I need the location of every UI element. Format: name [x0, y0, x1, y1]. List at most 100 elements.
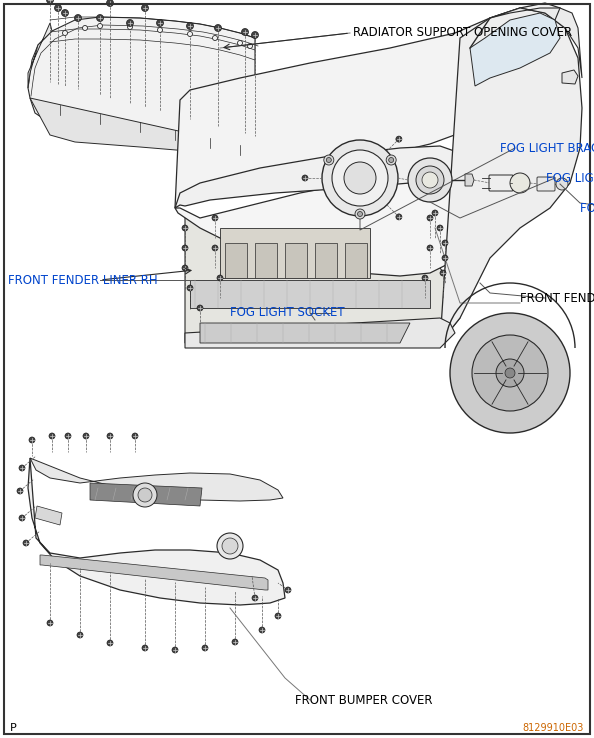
Circle shape	[285, 587, 291, 593]
Circle shape	[432, 210, 438, 216]
Text: FRONT BUMPER COVER: FRONT BUMPER COVER	[295, 694, 432, 706]
Circle shape	[29, 437, 35, 443]
Bar	[345, 243, 367, 278]
Circle shape	[427, 215, 433, 221]
Circle shape	[96, 15, 103, 21]
Circle shape	[496, 359, 524, 387]
Circle shape	[358, 212, 362, 216]
Circle shape	[242, 29, 248, 35]
Circle shape	[83, 433, 89, 439]
FancyBboxPatch shape	[489, 175, 513, 191]
Circle shape	[23, 540, 29, 546]
Circle shape	[388, 157, 394, 162]
Bar	[255, 243, 277, 278]
Circle shape	[222, 538, 238, 554]
Circle shape	[472, 335, 548, 411]
Circle shape	[62, 10, 68, 16]
Circle shape	[408, 158, 452, 202]
Circle shape	[62, 30, 68, 35]
Circle shape	[259, 627, 265, 633]
Circle shape	[344, 162, 376, 194]
Text: FOG LIGHT ASSEMBLY: FOG LIGHT ASSEMBLY	[546, 171, 594, 184]
Circle shape	[19, 515, 25, 521]
Polygon shape	[465, 174, 474, 186]
Text: P: P	[10, 723, 17, 733]
Polygon shape	[28, 17, 255, 148]
Circle shape	[416, 166, 444, 194]
Bar	[220, 228, 370, 278]
Circle shape	[427, 245, 433, 251]
Polygon shape	[30, 98, 255, 160]
Circle shape	[77, 632, 83, 638]
Polygon shape	[28, 23, 52, 88]
Circle shape	[182, 245, 188, 251]
Circle shape	[302, 175, 308, 181]
Bar	[225, 243, 247, 278]
Circle shape	[141, 4, 148, 12]
Circle shape	[156, 19, 163, 27]
Circle shape	[202, 645, 208, 651]
Polygon shape	[35, 506, 62, 525]
Circle shape	[322, 140, 398, 216]
Polygon shape	[90, 483, 202, 506]
Circle shape	[187, 285, 193, 291]
Circle shape	[142, 645, 148, 651]
Circle shape	[396, 214, 402, 220]
Circle shape	[46, 0, 53, 4]
Circle shape	[187, 22, 194, 30]
Circle shape	[65, 433, 71, 439]
Circle shape	[217, 533, 243, 559]
Circle shape	[275, 613, 281, 619]
Text: 8129910E03: 8129910E03	[523, 723, 584, 733]
Circle shape	[251, 32, 258, 38]
Polygon shape	[40, 555, 268, 590]
Circle shape	[437, 225, 443, 231]
Circle shape	[74, 15, 81, 21]
Circle shape	[97, 24, 103, 29]
Circle shape	[83, 26, 87, 30]
Bar	[285, 243, 307, 278]
Circle shape	[442, 255, 448, 261]
Text: FOG LIGHT SOCKET: FOG LIGHT SOCKET	[230, 306, 345, 320]
Circle shape	[248, 44, 252, 49]
Circle shape	[324, 155, 334, 165]
Polygon shape	[200, 323, 410, 343]
Circle shape	[440, 270, 446, 276]
Circle shape	[442, 240, 448, 246]
Text: FRONT FENDER LINER LH: FRONT FENDER LINER LH	[520, 292, 594, 305]
Polygon shape	[440, 8, 582, 343]
Circle shape	[556, 178, 568, 190]
Circle shape	[172, 647, 178, 653]
Text: FRONT FENDER LINER RH: FRONT FENDER LINER RH	[8, 274, 157, 286]
Text: FOG LIGHT BULB: FOG LIGHT BULB	[580, 201, 594, 215]
Text: RADIATOR SUPPORT OPENING COVER: RADIATOR SUPPORT OPENING COVER	[353, 27, 572, 40]
Circle shape	[49, 433, 55, 439]
Circle shape	[232, 639, 238, 645]
Circle shape	[138, 488, 152, 502]
Circle shape	[157, 27, 163, 32]
Circle shape	[355, 209, 365, 219]
Circle shape	[106, 0, 113, 7]
Circle shape	[17, 488, 23, 494]
Polygon shape	[175, 3, 560, 208]
Circle shape	[107, 640, 113, 646]
Circle shape	[128, 24, 132, 30]
Circle shape	[182, 225, 188, 231]
FancyBboxPatch shape	[537, 177, 555, 191]
Circle shape	[107, 433, 113, 439]
Circle shape	[422, 275, 428, 281]
Circle shape	[217, 275, 223, 281]
Circle shape	[332, 150, 388, 206]
Circle shape	[238, 41, 242, 46]
Circle shape	[510, 173, 530, 193]
Circle shape	[422, 172, 438, 188]
Circle shape	[212, 215, 218, 221]
Circle shape	[450, 313, 570, 433]
Circle shape	[326, 157, 331, 162]
Circle shape	[214, 24, 222, 32]
Circle shape	[132, 433, 138, 439]
Polygon shape	[175, 173, 475, 276]
Circle shape	[19, 465, 25, 471]
Polygon shape	[185, 218, 460, 343]
Circle shape	[252, 595, 258, 601]
